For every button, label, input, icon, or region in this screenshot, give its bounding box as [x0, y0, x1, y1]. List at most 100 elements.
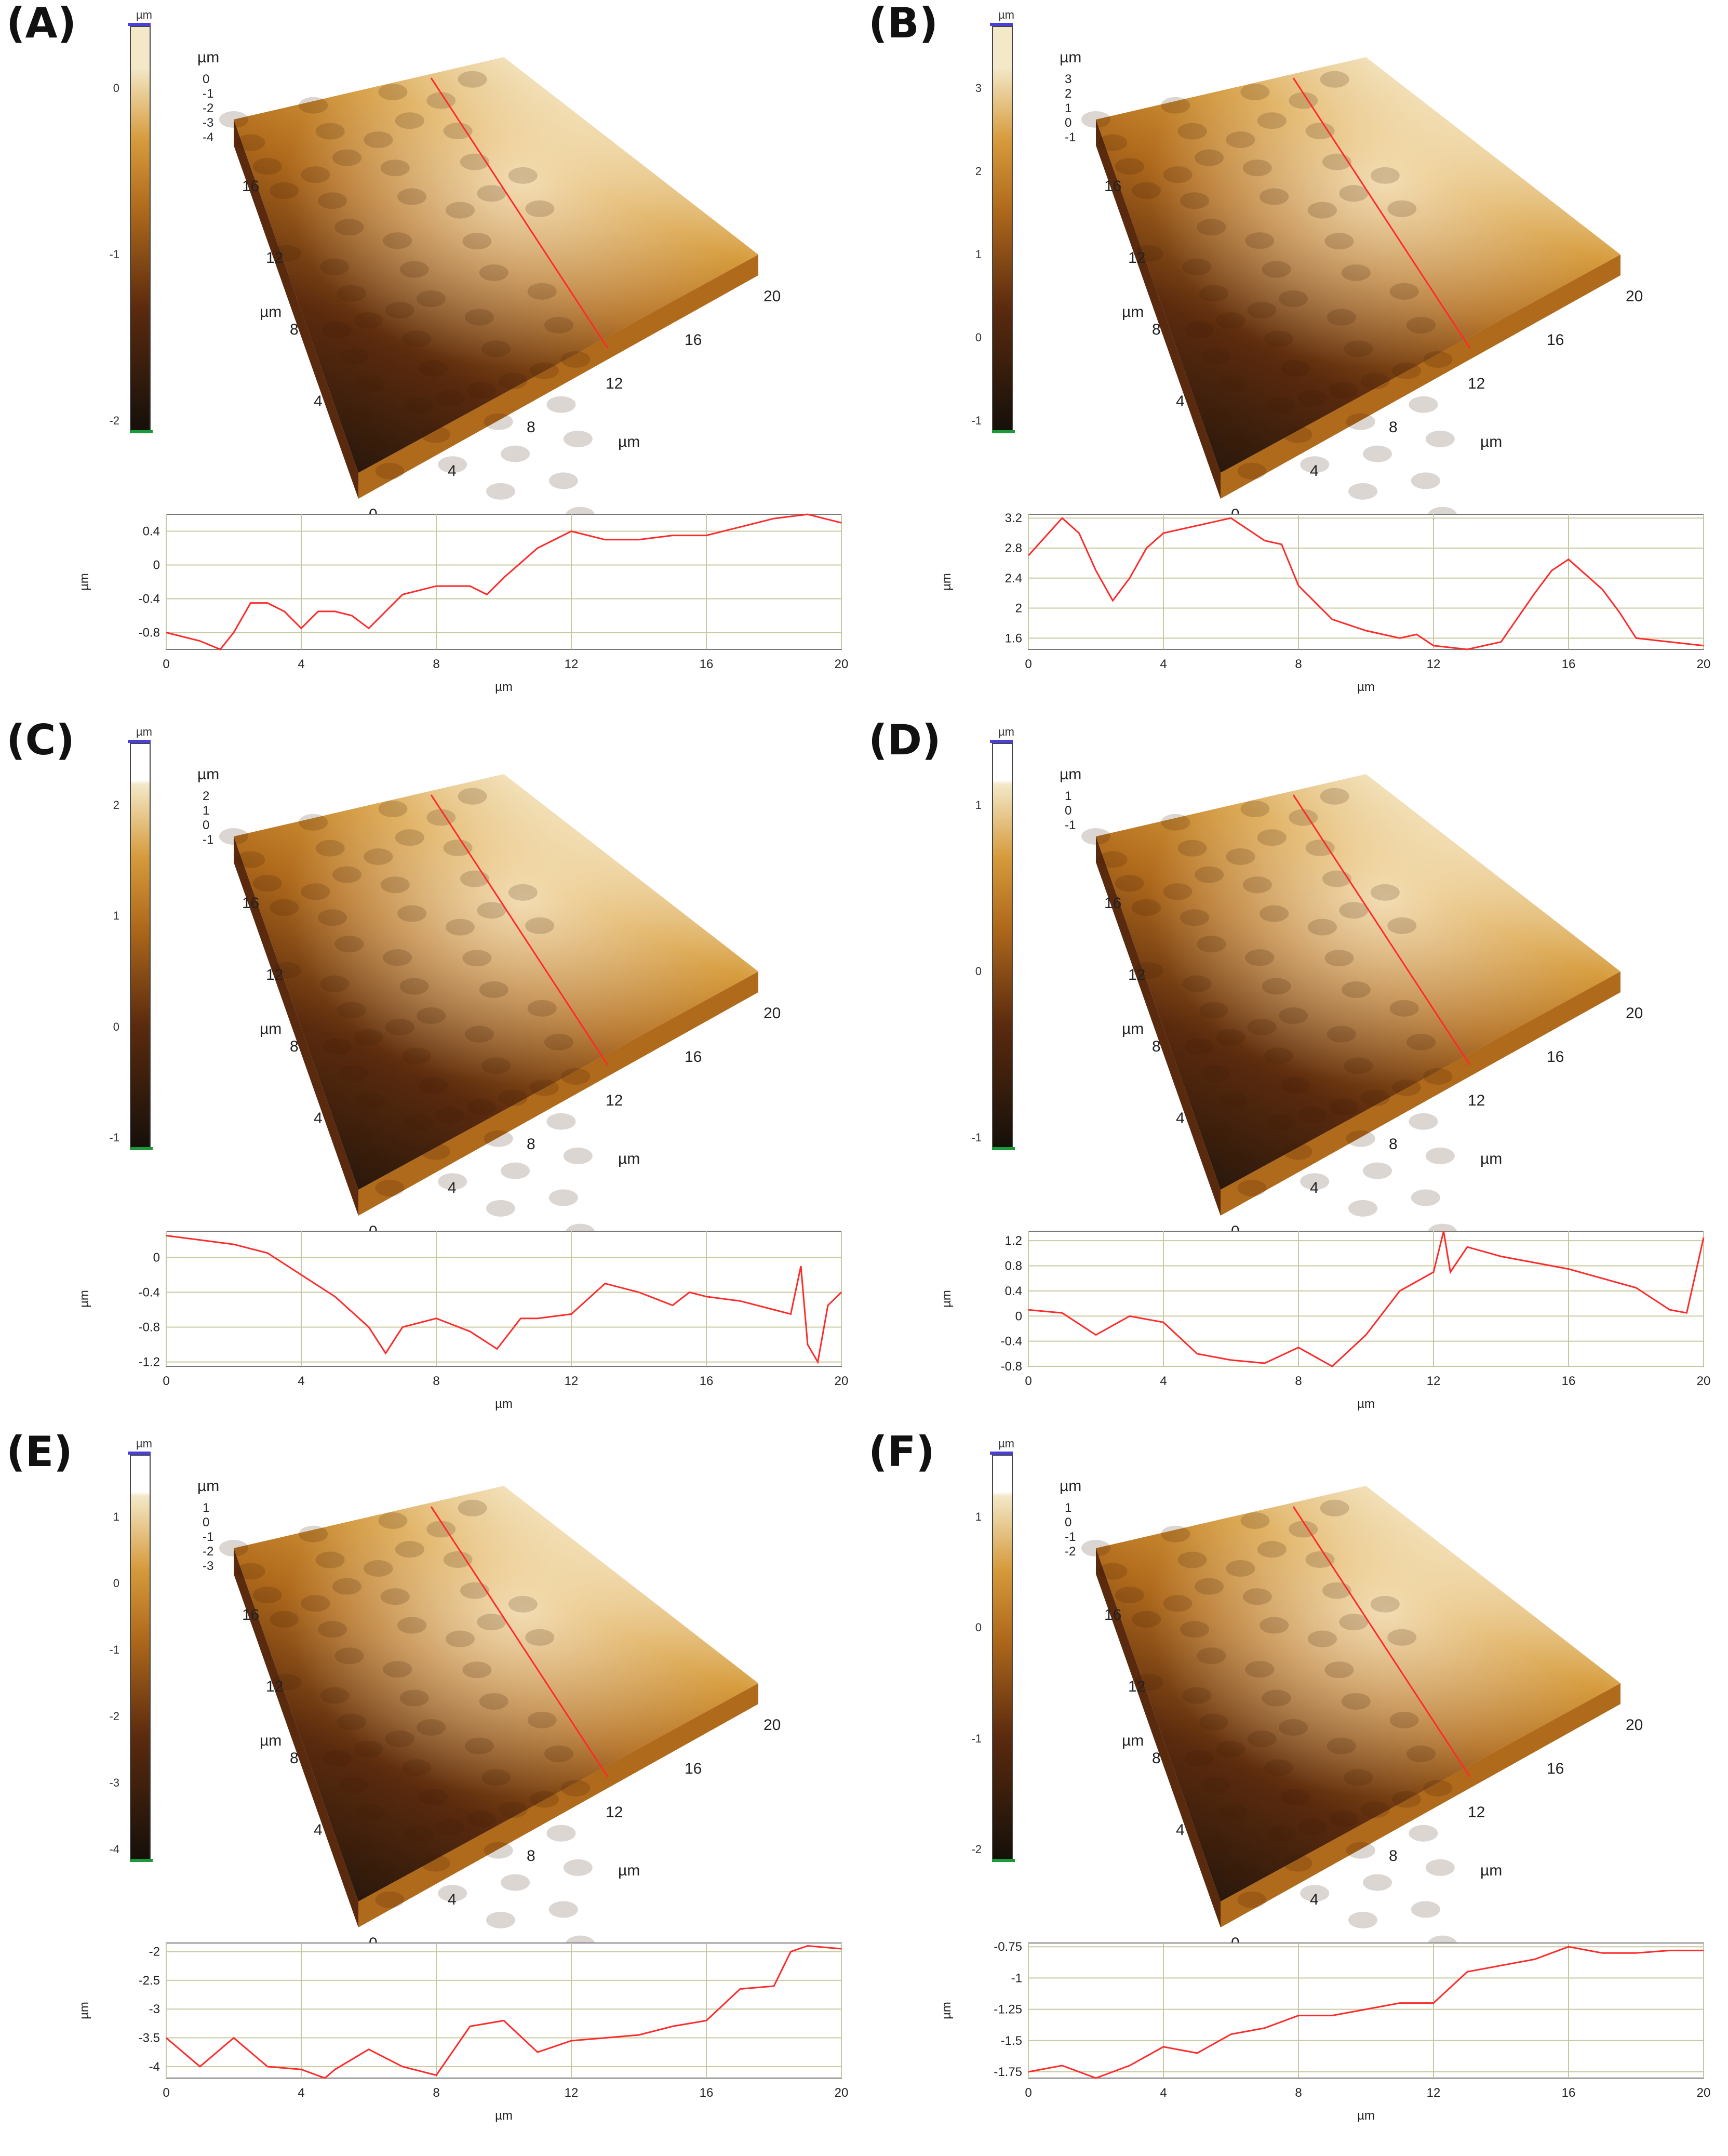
surface-bump	[1308, 1630, 1337, 1647]
surface-bump	[481, 1769, 511, 1786]
surface-side	[1096, 836, 1221, 1216]
surface-bump	[1201, 1777, 1231, 1794]
surface-bump	[404, 1114, 434, 1131]
colorbar-unit: µm	[998, 1437, 1015, 1450]
surface-bump	[1182, 258, 1212, 275]
surface-x-unit: µm	[618, 433, 640, 450]
surface-bump	[1161, 1525, 1190, 1542]
surface-z-tick: 1	[1065, 1501, 1071, 1515]
surface-y-tick: 16	[1104, 895, 1121, 912]
surface-bump	[1199, 1713, 1228, 1731]
colorbar-tick: 0	[113, 1577, 119, 1590]
surface-bump	[1184, 321, 1214, 338]
surface-bump	[563, 1859, 593, 1876]
surface-bump	[1327, 1737, 1356, 1754]
x-tick-label: 20	[835, 2086, 849, 2100]
surface-bump	[527, 1711, 557, 1728]
surface-z-tick: -2	[1065, 1545, 1076, 1559]
profile-line	[430, 77, 609, 349]
surface-bump	[1195, 866, 1224, 883]
colorbar-unit: µm	[136, 8, 153, 21]
y-tick-label: 0	[1015, 1309, 1022, 1323]
surface-bump	[1370, 1595, 1400, 1613]
surface-highlight	[234, 774, 758, 1190]
surface-bump	[1163, 166, 1193, 183]
surface-z-tick: -1	[1065, 130, 1076, 144]
y-tick-label: -3	[149, 2002, 160, 2016]
colorbar	[128, 1452, 153, 1862]
surface-bump	[1320, 71, 1349, 88]
surface-z-tick: 3	[1065, 72, 1071, 86]
surface-bump	[563, 1147, 593, 1164]
surface-bump	[1245, 949, 1275, 966]
y-tick-label: 0.8	[1005, 1259, 1022, 1273]
surface-bump	[419, 1076, 448, 1094]
surface-z-unit: µm	[197, 49, 219, 66]
surface-bump	[397, 188, 427, 205]
surface-bump	[380, 876, 410, 894]
surface-bump	[1370, 167, 1400, 184]
afm-surface-3d: 044881212161620µmµmµm10-1-2-3	[197, 1478, 781, 1952]
y-tick-label: -2	[149, 1945, 160, 1959]
surface-bump	[462, 233, 492, 250]
x-axis-label: µm	[495, 2109, 513, 2123]
colorbar-tick: -2	[109, 1710, 119, 1723]
surface-y-unit: µm	[260, 1732, 282, 1749]
surface-bump	[467, 1810, 497, 1827]
surface-bump	[1281, 1076, 1310, 1094]
surface-bump	[1320, 788, 1349, 805]
surface-bump	[462, 1661, 492, 1679]
surface-z-tick: -3	[203, 1559, 213, 1573]
surface-bump	[1237, 462, 1267, 480]
y-tick-label: -1.75	[994, 2065, 1022, 2079]
plot-frame	[1028, 1231, 1704, 1367]
surface-bump	[1425, 1147, 1455, 1164]
x-tick-label: 20	[1697, 2086, 1711, 2100]
surface-bump	[383, 232, 412, 249]
x-tick-label: 12	[565, 657, 579, 671]
surface-x-unit: µm	[618, 1150, 640, 1167]
surface-y-tick: 16	[242, 1606, 259, 1623]
x-tick-label: 16	[1562, 657, 1576, 671]
surface-bump	[548, 1901, 578, 1918]
x-axis-label: µm	[495, 1397, 513, 1411]
surface-bump	[358, 1864, 387, 1881]
surface-x-tick: 4	[1310, 1891, 1319, 1908]
surface-bump	[1423, 1068, 1453, 1085]
surface-x-tick: 20	[763, 1716, 781, 1734]
x-tick-label: 12	[1427, 2086, 1441, 2100]
colorbar-tick: 0	[975, 331, 982, 344]
y-axis-label: µm	[77, 1290, 91, 1308]
surface-side	[1221, 255, 1620, 499]
surface-bump	[1115, 875, 1144, 892]
surface-highlight	[1096, 1486, 1620, 1901]
afm-panel: (C)µm210-1044881212161620µmµmµm210-10481…	[6, 716, 852, 1444]
y-axis-label: µm	[77, 573, 91, 591]
profile-series-line	[1027, 517, 1704, 650]
colorbar-unit: µm	[136, 1437, 153, 1450]
surface-z-unit: µm	[1060, 1478, 1081, 1495]
surface-bump	[320, 975, 350, 992]
surface-bump	[322, 1750, 352, 1767]
surface-bump	[1203, 1836, 1233, 1854]
surface-bump	[479, 264, 508, 281]
surface-x-tick: 16	[1547, 331, 1564, 349]
surface-bump	[1322, 1582, 1351, 1599]
surface-bump	[1281, 360, 1310, 377]
surface-bump	[1218, 1092, 1248, 1109]
surface-bump	[1240, 84, 1270, 101]
surface-bump	[1266, 1114, 1296, 1131]
surface-bump	[1289, 92, 1318, 109]
surface-bump	[1218, 375, 1248, 392]
surface-bump	[383, 1661, 412, 1678]
profile-series-line	[166, 513, 842, 650]
surface-bump	[1132, 182, 1161, 199]
colorbar-unit: µm	[998, 725, 1015, 738]
surface-bump	[236, 1563, 265, 1580]
surface-side	[234, 119, 358, 499]
surface-side	[358, 1683, 758, 1927]
surface-bump	[479, 981, 508, 998]
surface-bump	[1322, 153, 1351, 170]
surface-bump	[1161, 97, 1190, 114]
surface-bump	[508, 167, 538, 184]
